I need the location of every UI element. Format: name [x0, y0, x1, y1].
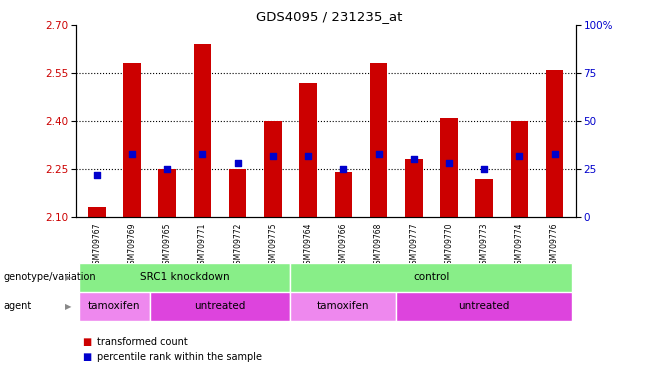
Point: [549, 151, 560, 157]
Point: [197, 151, 208, 157]
Text: GSM709774: GSM709774: [515, 222, 524, 269]
Text: tamoxifen: tamoxifen: [88, 301, 141, 311]
Point: [338, 166, 349, 172]
Bar: [299, 83, 317, 217]
Point: [91, 172, 102, 178]
Point: [232, 160, 243, 166]
Text: GSM709773: GSM709773: [480, 222, 489, 269]
Text: ▶: ▶: [64, 273, 71, 282]
Bar: [290, 263, 572, 292]
Bar: [79, 292, 149, 321]
Point: [303, 152, 313, 159]
Bar: [123, 63, 141, 217]
Bar: [290, 292, 396, 321]
Point: [479, 166, 490, 172]
Text: GSM709776: GSM709776: [550, 222, 559, 269]
Text: GSM709771: GSM709771: [198, 222, 207, 269]
Text: untreated: untreated: [459, 301, 510, 311]
Bar: [229, 169, 247, 217]
Text: GSM709768: GSM709768: [374, 222, 383, 269]
Text: SRC1 knockdown: SRC1 knockdown: [140, 272, 230, 283]
Text: GSM709769: GSM709769: [128, 222, 136, 269]
Point: [162, 166, 172, 172]
Bar: [440, 118, 458, 217]
Bar: [334, 172, 352, 217]
Text: GSM709770: GSM709770: [444, 222, 453, 269]
Text: GSM709766: GSM709766: [339, 222, 348, 269]
Bar: [193, 44, 211, 217]
Bar: [511, 121, 528, 217]
Bar: [149, 292, 290, 321]
Bar: [159, 169, 176, 217]
Bar: [370, 63, 388, 217]
Text: ■: ■: [82, 352, 91, 362]
Point: [373, 151, 384, 157]
Bar: [264, 121, 282, 217]
Bar: [88, 207, 105, 217]
Text: GSM709772: GSM709772: [233, 222, 242, 269]
Bar: [475, 179, 493, 217]
Text: ■: ■: [82, 337, 91, 347]
Text: percentile rank within the sample: percentile rank within the sample: [97, 352, 262, 362]
Text: tamoxifen: tamoxifen: [317, 301, 370, 311]
Bar: [396, 292, 572, 321]
Text: GSM709767: GSM709767: [92, 222, 101, 269]
Point: [409, 156, 419, 162]
Text: GSM709764: GSM709764: [303, 222, 313, 269]
Point: [514, 152, 524, 159]
Text: transformed count: transformed count: [97, 337, 188, 347]
Bar: [546, 70, 563, 217]
Bar: [79, 263, 290, 292]
Text: GSM709765: GSM709765: [163, 222, 172, 269]
Text: untreated: untreated: [194, 301, 245, 311]
Point: [443, 160, 454, 166]
Point: [268, 152, 278, 159]
Text: agent: agent: [3, 301, 32, 311]
Text: GDS4095 / 231235_at: GDS4095 / 231235_at: [256, 10, 402, 23]
Text: GSM709777: GSM709777: [409, 222, 418, 269]
Point: [127, 151, 138, 157]
Text: genotype/variation: genotype/variation: [3, 272, 96, 283]
Bar: [405, 159, 422, 217]
Text: control: control: [413, 272, 449, 283]
Text: ▶: ▶: [64, 302, 71, 311]
Text: GSM709775: GSM709775: [268, 222, 278, 269]
